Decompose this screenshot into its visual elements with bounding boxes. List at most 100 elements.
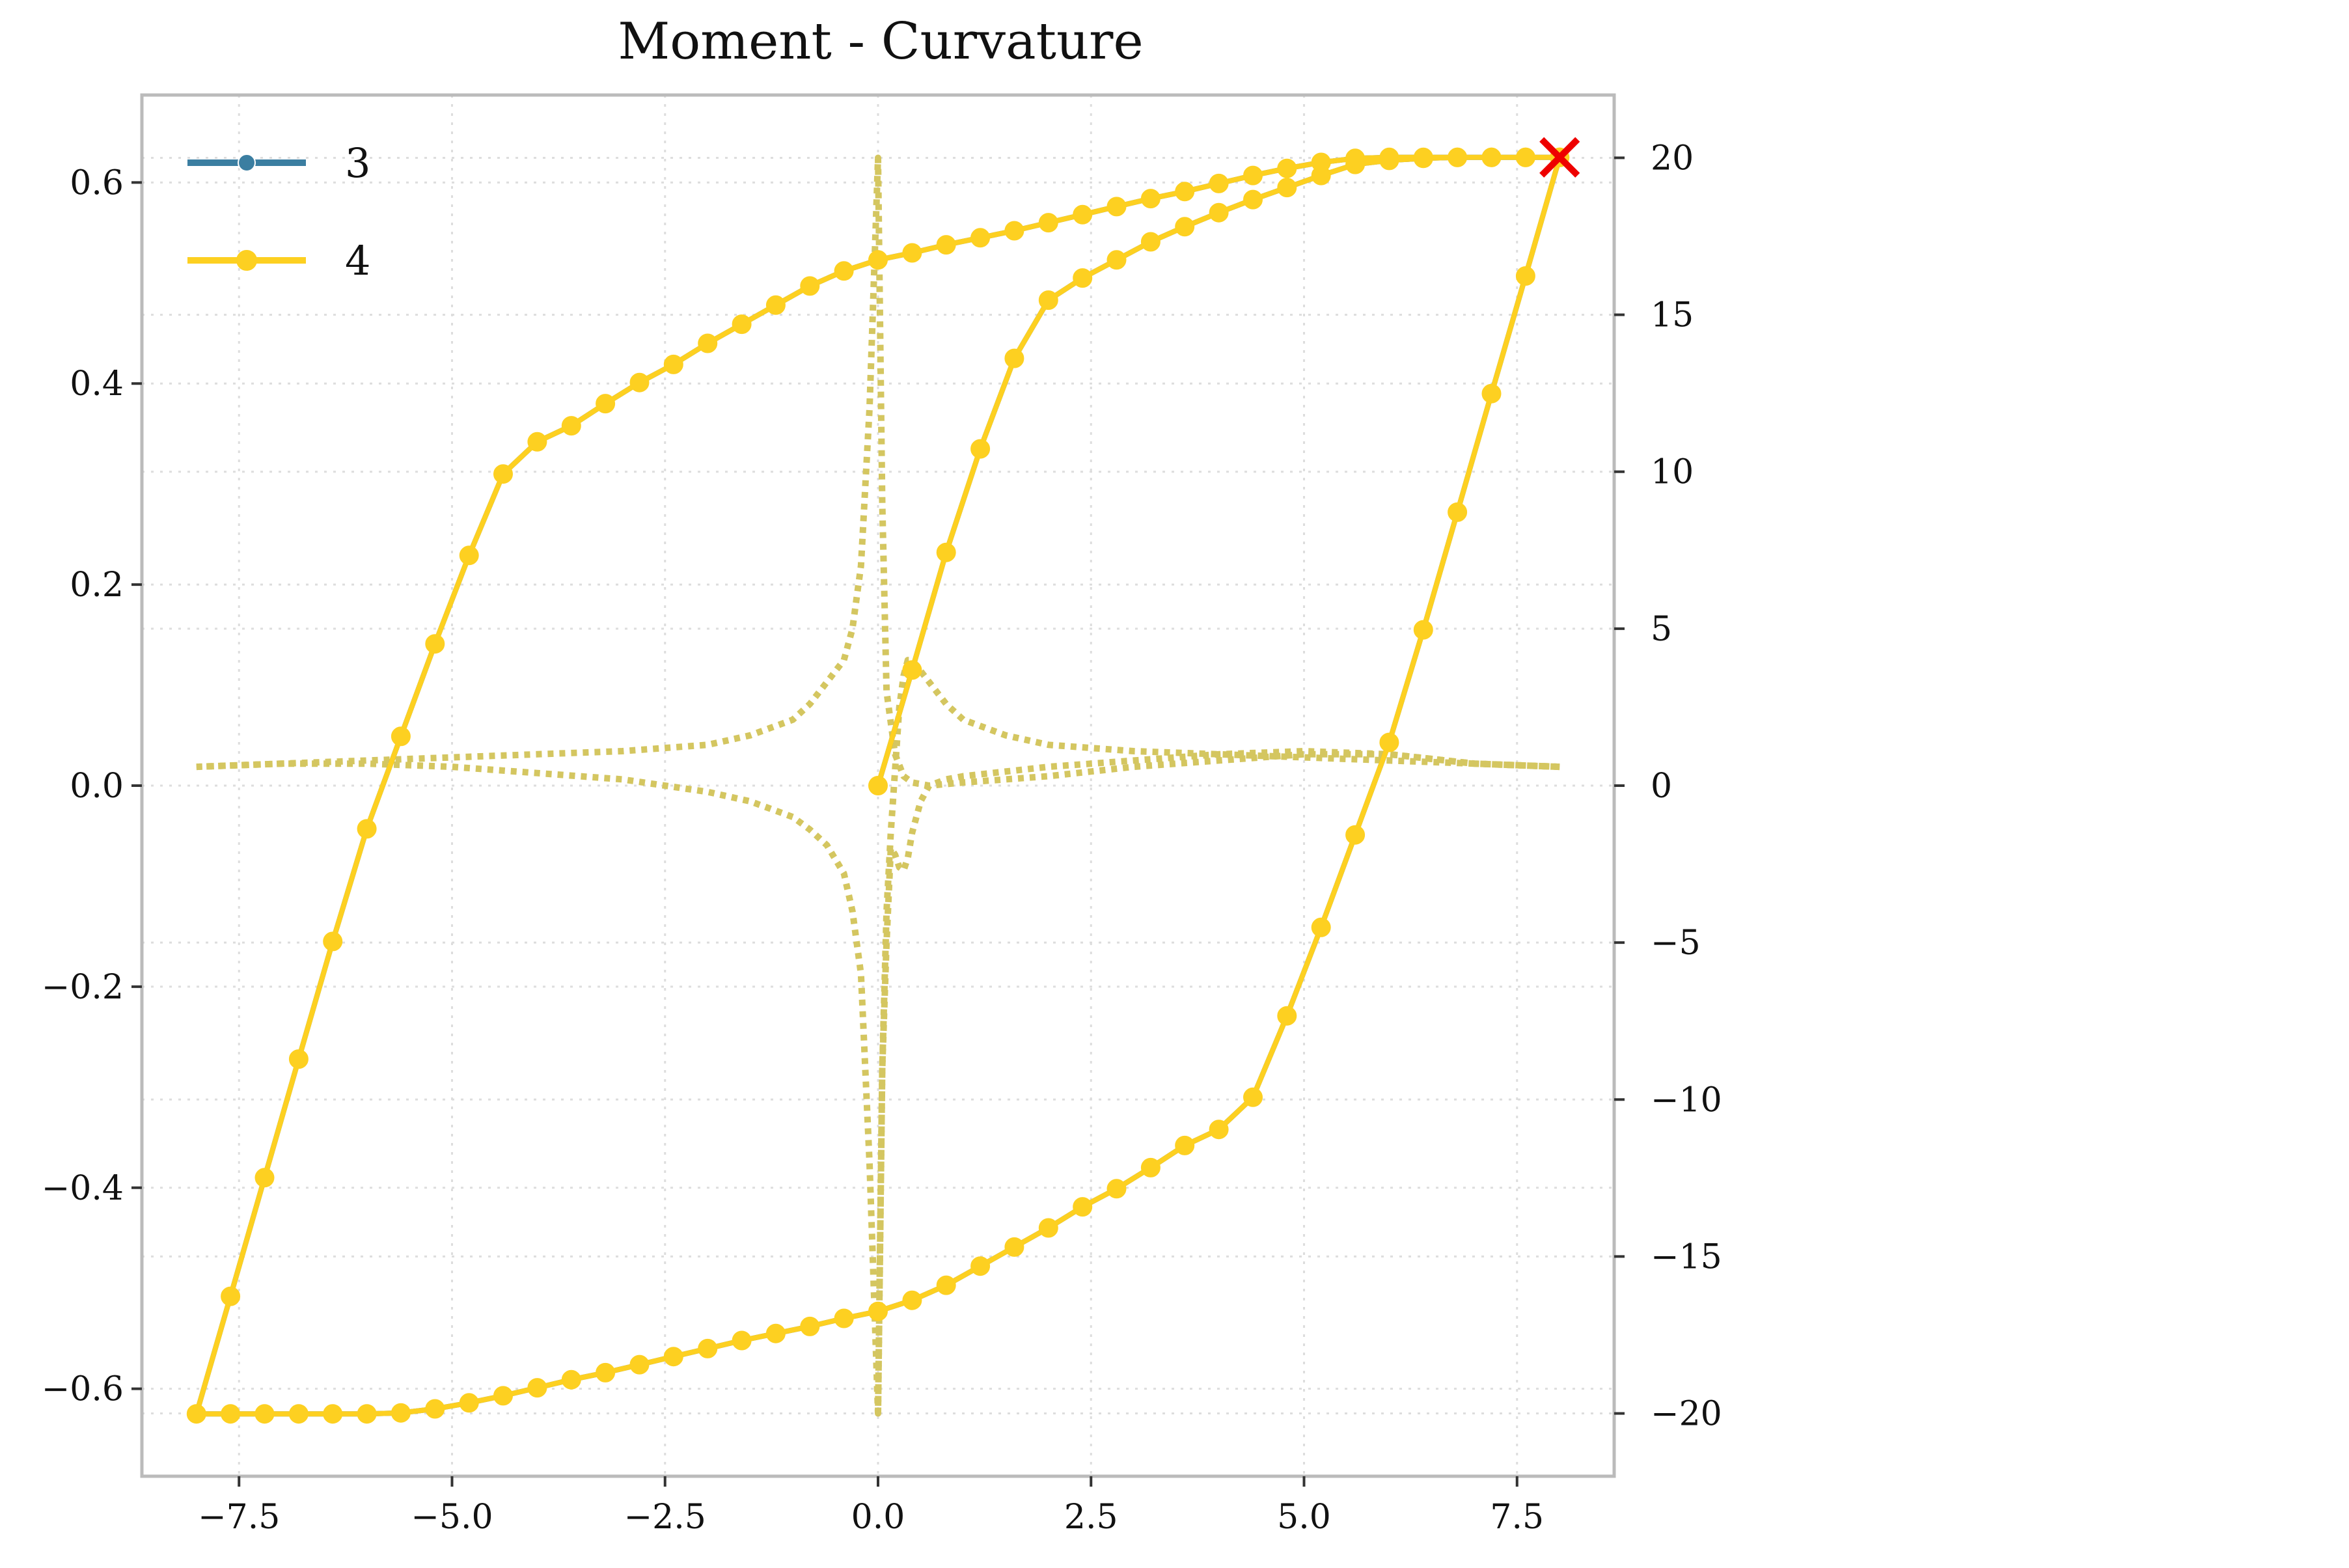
secondary-series — [196, 154, 1560, 1417]
series-point-4 — [561, 1369, 581, 1390]
series-point-4 — [629, 1355, 650, 1375]
series-point-4 — [527, 1378, 547, 1398]
series-point-4 — [902, 1290, 922, 1310]
y2-tick-label: 5 — [1651, 610, 1672, 649]
series-point-4 — [1413, 147, 1433, 167]
series-point-4 — [970, 439, 991, 459]
x-tick-label: 2.5 — [1064, 1498, 1118, 1537]
series-point-4 — [186, 1404, 206, 1424]
series-point-4 — [902, 243, 922, 263]
series-point-4 — [1175, 217, 1195, 237]
x-tick-label: 0.0 — [851, 1498, 905, 1537]
series-point-4 — [732, 314, 752, 335]
series-point-4 — [936, 542, 956, 562]
series-point-4 — [425, 1399, 445, 1419]
series-point-4 — [1515, 147, 1535, 167]
series-point-4 — [1243, 165, 1263, 186]
series-point-4 — [1243, 1087, 1263, 1107]
series-point-4 — [323, 931, 343, 952]
series-point-4 — [391, 726, 411, 747]
secondary-series-line — [196, 748, 1560, 1417]
series-point-4 — [527, 432, 547, 452]
series-point-4 — [596, 394, 616, 414]
series-point-4 — [834, 261, 854, 281]
series-point-4 — [391, 1403, 411, 1423]
series-point-4 — [629, 372, 650, 392]
y2-tick-label: 20 — [1651, 139, 1694, 178]
series-point-4 — [288, 1404, 309, 1424]
y-tick-label: −0.2 — [42, 968, 124, 1007]
series-point-4 — [1038, 1218, 1058, 1238]
series-point-4 — [800, 1316, 820, 1336]
series-point-4 — [936, 1275, 956, 1295]
end-marker-stroke — [1539, 137, 1580, 178]
x-tick-label: −2.5 — [624, 1498, 706, 1537]
series-point-4 — [1038, 213, 1058, 233]
legend-swatch-marker — [238, 154, 256, 172]
series-point-4 — [323, 1404, 343, 1424]
series-point-4 — [1073, 1197, 1093, 1217]
series-point-4 — [1004, 1237, 1024, 1257]
series-point-4 — [1277, 158, 1297, 178]
series-point-4 — [970, 1256, 991, 1276]
series-point-4 — [1175, 1135, 1195, 1155]
series-point-4 — [732, 1330, 752, 1351]
y-tick-label: 0.4 — [70, 364, 124, 404]
series-point-4 — [1106, 197, 1127, 217]
series-point-4 — [663, 1347, 683, 1367]
series-point-4 — [1515, 266, 1535, 286]
series-point-4 — [221, 1404, 241, 1424]
series-point-4 — [459, 1393, 479, 1413]
series-point-4 — [459, 545, 479, 566]
series-point-4 — [1140, 1157, 1161, 1177]
series-point-4 — [1413, 620, 1433, 640]
axes — [131, 93, 1625, 1487]
series-point-4 — [1481, 383, 1502, 404]
series-point-4 — [1140, 189, 1161, 209]
series-point-4 — [1209, 173, 1229, 193]
series-point-4 — [1311, 917, 1331, 937]
series-point-4 — [902, 660, 922, 680]
y2-tick-label: −15 — [1651, 1237, 1722, 1276]
series-point-4 — [1481, 147, 1502, 167]
y-tick-label: 0.0 — [70, 767, 124, 806]
series-point-4 — [221, 1286, 241, 1306]
series-point-4 — [936, 235, 956, 255]
series-layer — [186, 137, 1580, 1424]
series-point-4 — [868, 250, 888, 270]
series-point-4 — [698, 333, 718, 353]
legend-label: 4 — [345, 237, 370, 284]
series-point-4 — [1073, 204, 1093, 225]
legend-swatch-marker — [236, 250, 257, 271]
series-point-4 — [357, 819, 377, 839]
series-point-4 — [1004, 221, 1024, 241]
chart-title: Moment - Curvature — [618, 12, 1143, 71]
series-point-4 — [493, 1386, 513, 1406]
secondary-series-line — [196, 154, 1560, 789]
series-point-4 — [493, 464, 513, 484]
series-point-4 — [1073, 268, 1093, 288]
series-point-4 — [425, 634, 445, 654]
series-point-4 — [1379, 147, 1399, 167]
y-tick-label: 0.2 — [70, 566, 124, 605]
series-point-4 — [1140, 232, 1161, 252]
series-point-4 — [698, 1338, 718, 1358]
series-point-4 — [868, 1301, 888, 1321]
series-point-4 — [1448, 147, 1468, 167]
series-point-4 — [1106, 1179, 1127, 1199]
series-point-4 — [254, 1404, 275, 1424]
series-point-4 — [1175, 182, 1195, 202]
series-point-4 — [1448, 502, 1468, 522]
series-point-4 — [765, 1323, 786, 1343]
x-tick-label: −7.5 — [198, 1498, 280, 1537]
y2-tick-label: −5 — [1651, 924, 1701, 963]
series-point-4 — [1004, 348, 1024, 368]
series-point-4 — [663, 354, 683, 374]
x-tick-label: −5.0 — [411, 1498, 493, 1537]
y-tick-label: 0.6 — [70, 163, 124, 202]
y2-tick-label: 10 — [1651, 453, 1694, 492]
x-tick-label: 7.5 — [1490, 1498, 1544, 1537]
y2-tick-label: −20 — [1651, 1395, 1722, 1434]
